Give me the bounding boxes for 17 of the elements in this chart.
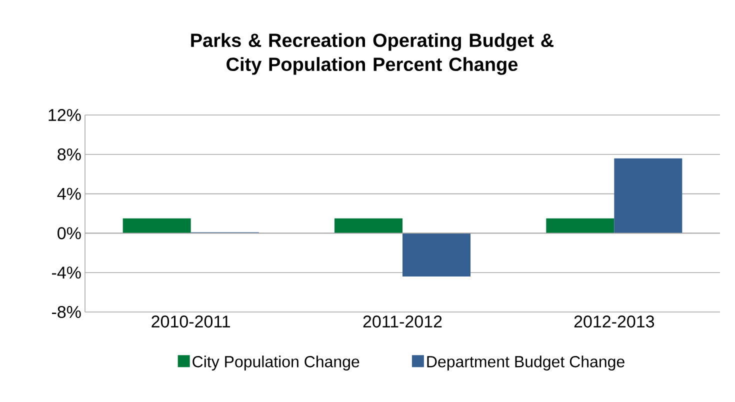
y-tick-label: -4%: [52, 266, 81, 279]
chart-title: Parks & Recreation Operating Budget & City Population Percent Change: [191, 33, 554, 75]
bar: [334, 218, 403, 234]
x-tick-label: 2010-2011: [152, 316, 230, 328]
y-tick-label: 0%: [58, 227, 81, 240]
y-tick-label: 4%: [57, 188, 81, 200]
y-tick-label: -8%: [52, 306, 81, 318]
legend-label: Department Budget Change: [427, 356, 624, 371]
y-tick-label: 12%: [48, 109, 81, 121]
x-tick-label: 2012-2013: [574, 316, 654, 328]
bar: [402, 233, 471, 277]
legend-label: City Population Change: [192, 356, 360, 371]
y-tick-label: 8%: [58, 148, 81, 160]
bar: [546, 218, 614, 234]
x-tick-label: 2011-2012: [363, 316, 442, 328]
bar: [122, 218, 191, 234]
bar: [614, 158, 682, 234]
